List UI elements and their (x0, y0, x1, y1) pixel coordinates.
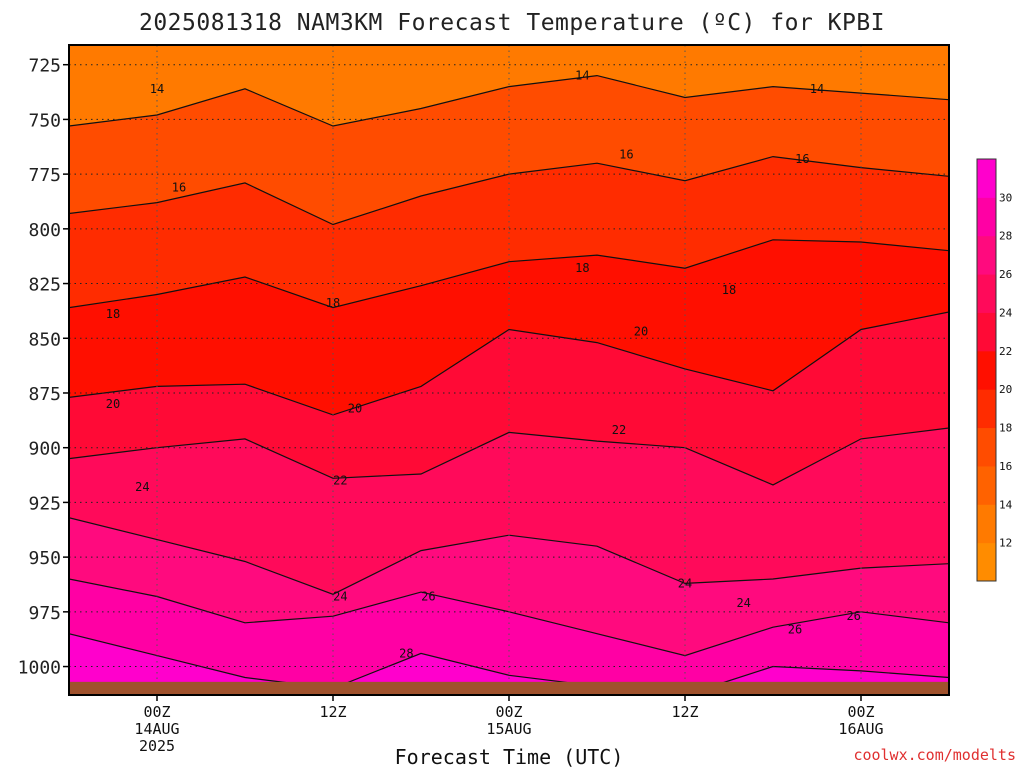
x-tick-label: 15AUG (486, 720, 531, 738)
x-tick-label: 00Z (495, 703, 522, 721)
surface-ground (69, 681, 949, 695)
contour-label: 18 (722, 283, 736, 297)
colorbar-label: 30 (999, 191, 1012, 204)
colorbar-label: 20 (999, 383, 1012, 396)
colorbar-swatch (977, 465, 996, 505)
y-tick-label: 825 (28, 275, 61, 296)
colorbar-swatch (977, 235, 996, 275)
colorbar-swatch (977, 312, 996, 352)
contour-label: 18 (326, 296, 340, 310)
contour-20 (69, 311, 949, 416)
contour-label: 16 (619, 147, 633, 161)
x-tick-label: 12Z (319, 703, 346, 721)
colorbar-swatch (977, 504, 996, 544)
y-tick-label: 875 (28, 384, 61, 405)
contour-label: 22 (612, 423, 626, 437)
y-tick-label: 900 (28, 439, 61, 460)
colorbar-swatch (977, 159, 996, 198)
colorbar-label: 12 (999, 537, 1012, 550)
y-tick-label: 775 (28, 165, 61, 186)
contour-label: 20 (348, 401, 362, 415)
contour-label: 24 (333, 590, 347, 604)
contour-28 (69, 633, 949, 695)
x-tick-label: 00Z (847, 703, 874, 721)
contour-14 (69, 74, 949, 127)
contour-label: 20 (106, 397, 120, 411)
colorbar-label: 22 (999, 345, 1012, 358)
x-tick-label: 14AUG (134, 720, 179, 738)
y-tick-label: 850 (28, 329, 61, 350)
contour-label: 24 (678, 576, 692, 590)
credit-link[interactable]: coolwx.com/modelts (853, 746, 1016, 764)
colorbar-label: 16 (999, 460, 1012, 473)
contour-label: 16 (172, 180, 186, 194)
y-tick-label: 750 (28, 110, 61, 131)
y-tick-label: 975 (28, 603, 61, 624)
contour-label: 26 (421, 590, 435, 604)
contour-label: 14 (575, 69, 589, 83)
colorbar: 12 14 16 18 20 22 24 26 28 30 (976, 158, 1013, 582)
contour-label: 14 (150, 82, 164, 96)
contour-label: 26 (788, 622, 802, 636)
grid-lines (69, 45, 949, 695)
colorbar-label: 26 (999, 268, 1012, 281)
temperature-bands (69, 75, 949, 695)
y-tick-label: 725 (28, 56, 61, 77)
chart-title: 2025081318 NAM3KM Forecast Temperature (… (139, 10, 885, 36)
colorbar-frame (976, 158, 997, 582)
colorbar-label: 18 (999, 422, 1012, 435)
x-axis-label: Forecast Time (UTC) (395, 745, 624, 768)
contour-label: 24 (736, 596, 750, 610)
contour-label: 28 (399, 646, 413, 660)
x-tick-label: 2025 (139, 737, 175, 755)
x-tick-label: 16AUG (838, 720, 883, 738)
colorbar-swatch (977, 274, 996, 313)
contour-label: 16 (795, 152, 809, 166)
colorbar-label: 28 (999, 230, 1012, 243)
colorbar-swatch (977, 389, 996, 429)
band-above-26 (69, 579, 949, 695)
contour-label: 26 (846, 609, 860, 623)
colorbar-swatch (977, 350, 996, 390)
contour-label: 22 (333, 474, 347, 488)
colorbar-swatch (977, 197, 996, 237)
y-tick-label: 1000 (18, 658, 61, 679)
surface-strip (69, 681, 949, 695)
contour-22 (69, 427, 949, 486)
contour-18 (69, 239, 949, 309)
colorbar-label: 24 (999, 306, 1013, 319)
contour-label: 18 (106, 307, 120, 321)
contour-label: 20 (634, 325, 648, 339)
contour-label: 24 (135, 480, 149, 494)
contour-label: 18 (575, 261, 589, 275)
x-tick-label: 12Z (671, 703, 698, 721)
y-tick-label: 925 (28, 493, 61, 514)
contour-labels: 14 14 14 16 16 16 18 18 18 18 20 20 20 22 22 24 24 24 24 26… (106, 69, 861, 661)
y-tick-label: 800 (28, 220, 61, 241)
contour-lines (69, 74, 949, 695)
colorbar-swatch (977, 542, 996, 582)
x-tick-label: 00Z (143, 703, 170, 721)
colorbar-swatch (977, 427, 996, 467)
y-axis: 725 750 775 800 825 850 875 900 925 950 975 1000 (18, 56, 69, 679)
contour-label: 14 (810, 82, 824, 96)
y-tick-label: 950 (28, 548, 61, 569)
colorbar-label: 14 (999, 498, 1013, 511)
plot-area: 14 14 14 16 16 16 18 18 18 18 20 20 20 22 22 24 24 24 24 26… (69, 45, 949, 695)
